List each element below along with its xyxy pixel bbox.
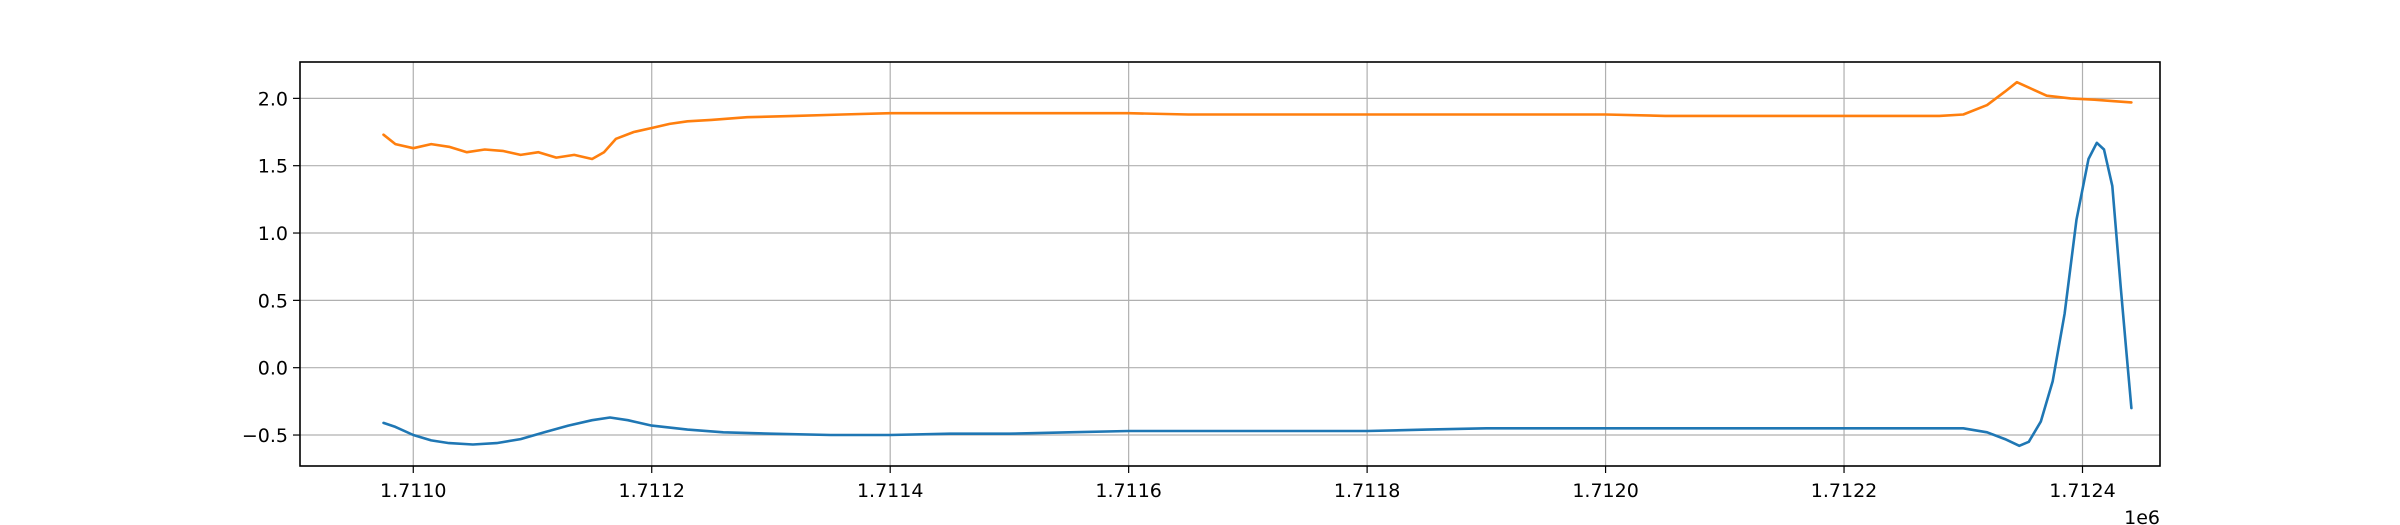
plot-frame: [299, 61, 2161, 467]
x-axis: 1.7110 1.7112 1.7114 1.7116 1.7118 1.7120 1.71…: [380, 466, 2116, 502]
x-tick-label: 1.7122: [1811, 480, 1877, 502]
y-tick-label: 0.0: [258, 358, 288, 380]
series-line-2: [382, 80, 2133, 161]
x-tick-label: 1.7112: [618, 480, 684, 502]
x-tick-label: 1.7118: [1334, 480, 1400, 502]
y-tick-label: 1.0: [258, 223, 288, 245]
series-layer: [382, 80, 2133, 448]
x-tick-label: 1.7124: [2049, 480, 2115, 502]
x-tick-label: 1.7116: [1095, 480, 1161, 502]
grid-lines: [300, 62, 2160, 466]
x-tick-label: 1.7110: [380, 480, 446, 502]
y-tick-label: 0.5: [258, 290, 288, 312]
x-tick-label: 1.7120: [1572, 480, 1638, 502]
y-tick-label: 1.5: [258, 156, 288, 178]
x-axis-offset-label: 1e6: [2124, 507, 2160, 525]
x-tick-label: 1.7114: [857, 480, 923, 502]
y-tick-label: 2.0: [258, 88, 288, 110]
y-tick-label: −0.5: [242, 425, 288, 447]
y-axis: 2.0 1.5 1.0 0.5 0.0 −0.5: [242, 88, 300, 447]
series-line-1: [382, 141, 2133, 448]
